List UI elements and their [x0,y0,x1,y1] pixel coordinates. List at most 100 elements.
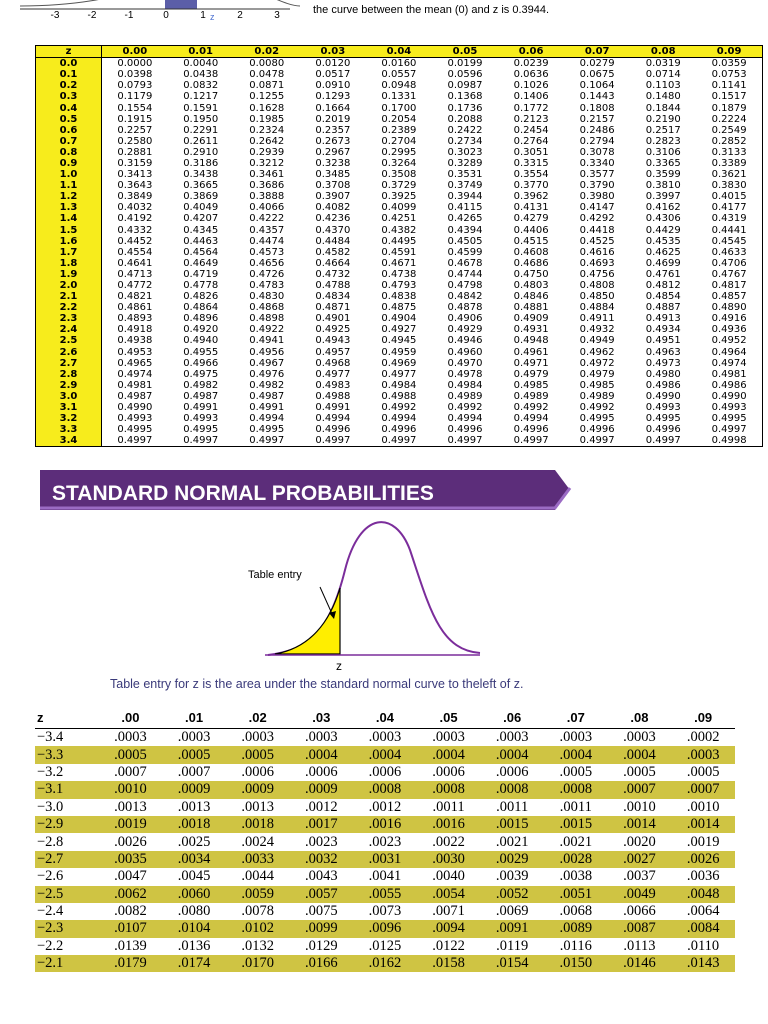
z-cell: 1.2 [35,191,103,203]
z-cell: −2.3 [35,920,99,938]
value-cell: 0.1480 [645,91,681,103]
value-cell: 0.4911 [579,313,615,325]
value-cell: 0.3389 [711,157,747,169]
value-cell: .0064 [686,903,720,920]
value-cell: 0.4989 [447,390,483,402]
value-cell: 0.4441 [711,224,747,236]
value-cell: 0.2967 [315,146,351,158]
value-cell: 0.4993 [711,402,747,414]
value-cell: .0034 [162,850,226,869]
value-cell: .0004 [353,746,417,764]
value-cell: 0.4875 [381,302,417,314]
value-cell: 0.1406 [513,91,549,103]
value-cell: 0.4554 [117,246,153,258]
value-cell: 0.4306 [645,213,681,225]
value-cell: 0.4916 [711,313,747,325]
value-cell: 0.4964 [711,346,747,358]
value-cell: 0.4678 [447,257,483,269]
value-cell: 0.2734 [447,135,483,147]
value-cell: 0.3849 [117,191,153,203]
z-cell: 2.4 [35,324,103,336]
value-cell: .0087 [607,920,672,938]
table-row: −2.9.0019.0018.0018.0017.0016.0016.0015.… [35,815,735,834]
value-cell: .0129 [305,937,338,954]
value-cell: .0033 [225,850,290,869]
table-row: 1.7 0.4554 0.4564 0.4573 0.4582 0.4591 0.4599 0… [35,246,763,258]
value-cell: 0.4452 [117,235,153,247]
value-cell: .0038 [559,868,593,885]
value-cell: 0.3508 [381,169,417,181]
value-cell: 0.4793 [381,280,417,292]
value-cell: 0.4996 [315,424,351,436]
value-cell: 0.4943 [315,335,351,347]
value-cell: 0.4949 [579,335,615,347]
value-cell: .0044 [241,868,274,885]
z-cell: z [35,706,99,729]
value-cell: .0002 [686,729,720,746]
value-cell: 0.2881 [117,146,153,158]
value-cell: .0004 [607,746,672,764]
value-cell: 0.4854 [645,291,681,303]
value-cell: 0.4941 [249,335,285,347]
table-row: −3.4 .0003 .0003 .0003 .0003 .0003 .0003 .0003.… [35,729,735,747]
value-cell: 0.4292 [579,213,615,225]
value-cell: 0.3438 [183,169,219,181]
value-cell: 0.4996 [579,424,615,436]
value-cell: .0091 [480,920,544,938]
value-cell: .01 [162,706,226,729]
value-cell: 0.4192 [117,213,153,225]
value-cell: 0.4959 [381,346,417,358]
z-cell: −2.7 [35,850,99,869]
value-cell: 0.3023 [447,146,483,158]
value-cell: 0.4904 [381,313,417,325]
value-cell: 0.2224 [711,113,747,125]
value-cell: .0174 [162,955,226,973]
value-cell: 0.3729 [381,180,417,192]
value-cell: 0.4279 [513,213,549,225]
value-cell: 0.4970 [447,357,483,369]
value-cell: 0.0279 [579,58,615,70]
value-cell: 0.4664 [315,257,351,269]
value-cell: 0.1736 [447,102,483,114]
value-cell: .0005 [623,763,656,780]
value-cell: .0039 [495,868,529,885]
value-cell: 0.3106 [645,146,681,158]
value-cell: 0.4838 [381,291,417,303]
value-cell: .0007 [177,763,211,780]
value-cell: 0.0080 [249,58,285,70]
value-cell: 0.1628 [249,102,285,114]
value-cell: .0031 [353,850,417,869]
table-row: −3.1.0010.0009.0009.0009.0008.0008.0008.… [35,781,735,799]
banner-bg [40,470,570,510]
value-cell: .0035 [98,850,163,869]
table-row: 3.3 0.4995 0.4995 0.4995 0.4996 0.4996 0.4996 0… [35,424,763,436]
value-cell: 0.3212 [249,157,285,169]
value-cell: 0.2852 [711,135,747,147]
value-cell: 0.4989 [579,390,615,402]
value-cell: .0036 [686,868,720,885]
value-cell: 0.4995 [711,413,747,425]
value-cell: 0.3621 [711,169,747,181]
value-cell: .0005 [559,763,593,780]
value-cell: 0.4976 [249,368,285,380]
value-cell: 0.02 [233,45,300,59]
value-cell: 0.4115 [447,202,483,214]
value-cell: 0.4545 [711,235,747,247]
arrow [319,586,334,617]
value-cell: .06 [480,706,544,729]
table-row: −2.2 .0139 .0136 .0132 .0129 .0125 .0122 .0119.… [35,938,735,955]
value-cell: 0.2939 [249,146,285,158]
value-cell: 0.4830 [249,291,285,303]
value-cell: 0.4994 [249,413,285,425]
value-cell: 0.4993 [183,413,219,425]
value-cell: 0.3888 [249,191,285,203]
value-cell: .0003 [368,729,402,746]
value-cell: 0.2324 [249,124,285,136]
value-cell: 0.4913 [645,313,681,325]
value-cell: .0094 [416,920,481,938]
value-cell: 0.2357 [315,124,351,136]
value-cell: 0.4147 [579,202,615,214]
value-cell: 0.2054 [381,113,417,125]
value-cell: 0.3643 [117,180,153,192]
value-cell: 0.3686 [249,180,285,192]
